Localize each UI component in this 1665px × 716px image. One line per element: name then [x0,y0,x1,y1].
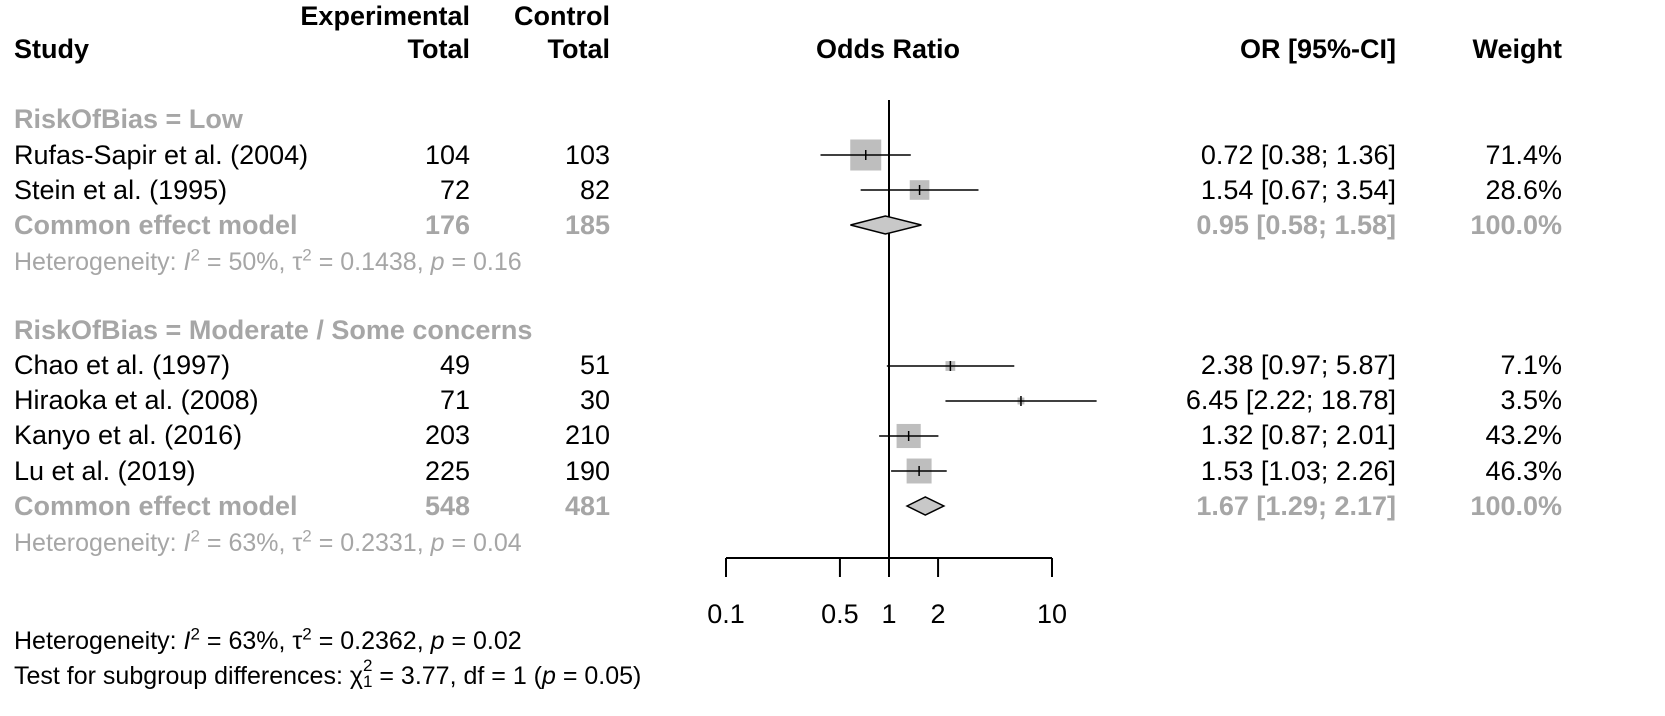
study-or-ci: 2.38 [0.97; 5.87] [1200,350,1396,380]
header-experimental-bottom: Total [407,34,471,64]
pooled-weight: 100.0% [1470,491,1562,521]
header-odds-ratio: Odds Ratio [815,34,960,64]
study-ctrl-total: 103 [564,140,610,170]
header-study: Study [14,34,90,64]
pooled-exp-total: 548 [424,491,470,521]
study-name: Hiraoka et al. (2008) [14,385,259,415]
pooled-weight: 100.0% [1470,210,1562,240]
study-exp-total: 71 [439,385,470,415]
header-weight: Weight [1472,34,1563,64]
study-name: Kanyo et al. (2016) [14,420,243,450]
pooled-diamond [905,496,946,516]
study-weight: 71.4% [1485,140,1562,170]
study-ctrl-total: 190 [564,456,610,486]
pooled-or-ci: 0.95 [0.58; 1.58] [1196,210,1396,240]
heterogeneity-subgroup-moderate: Heterogeneity: I2 = 63%, τ2 = 0.2331, p … [14,526,522,557]
study-exp-total: 72 [439,175,470,205]
study-name: Stein et al. (1995) [14,175,228,205]
axis-tick-label: 0.1 [707,599,745,629]
header-control-top: Control [514,1,610,31]
study-ctrl-total: 30 [579,385,610,415]
study-weight: 3.5% [1500,385,1562,415]
study-or-ci: 1.53 [1.03; 2.26] [1200,456,1396,486]
study-ctrl-total: 51 [579,350,610,380]
study-exp-total: 225 [424,456,470,486]
header-control-bottom: Total [547,34,611,64]
subgroup-label: RiskOfBias = Low [14,104,243,134]
heterogeneity-overall: Heterogeneity: I2 = 63%, τ2 = 0.2362, p … [14,624,522,655]
study-exp-total: 49 [439,350,470,380]
study-exp-total: 203 [424,420,470,450]
study-exp-total: 104 [424,140,470,170]
pooled-ctrl-total: 481 [564,491,610,521]
study-ctrl-total: 82 [579,175,610,205]
study-name: Lu et al. (2019) [14,456,196,486]
header-or-ci: OR [95%-CI] [1239,34,1396,64]
pooled-exp-total: 176 [424,210,470,240]
heterogeneity-subgroup-low: Heterogeneity: I2 = 50%, τ2 = 0.1438, p … [14,245,522,276]
axis-tick-label: 1 [881,599,897,629]
study-ctrl-total: 210 [564,420,610,450]
study-or-ci: 1.54 [0.67; 3.54] [1200,175,1396,205]
study-or-ci: 1.32 [0.87; 2.01] [1200,420,1396,450]
study-weight: 7.1% [1500,350,1562,380]
axis-tick-label: 10 [1036,599,1068,629]
study-or-ci: 0.72 [0.38; 1.36] [1200,140,1396,170]
study-name: Chao et al. (1997) [14,350,231,380]
pooled-ctrl-total: 185 [564,210,610,240]
pooled-diamond [850,215,922,235]
axis-tick-label: 2 [930,599,946,629]
study-weight: 43.2% [1485,420,1562,450]
study-weight: 28.6% [1485,175,1562,205]
header-experimental-top: Experimental [300,1,470,31]
subgroup-label: RiskOfBias = Moderate / Some concerns [14,315,533,345]
study-or-ci: 6.45 [2.22; 18.78] [1185,385,1396,415]
pooled-label: Common effect model [14,491,298,521]
pooled-or-ci: 1.67 [1.29; 2.17] [1196,491,1396,521]
study-name: Rufas-Sapir et al. (2004) [14,140,309,170]
axis-tick-label: 0.5 [821,599,859,629]
pooled-label: Common effect model [14,210,298,240]
study-weight: 46.3% [1485,456,1562,486]
